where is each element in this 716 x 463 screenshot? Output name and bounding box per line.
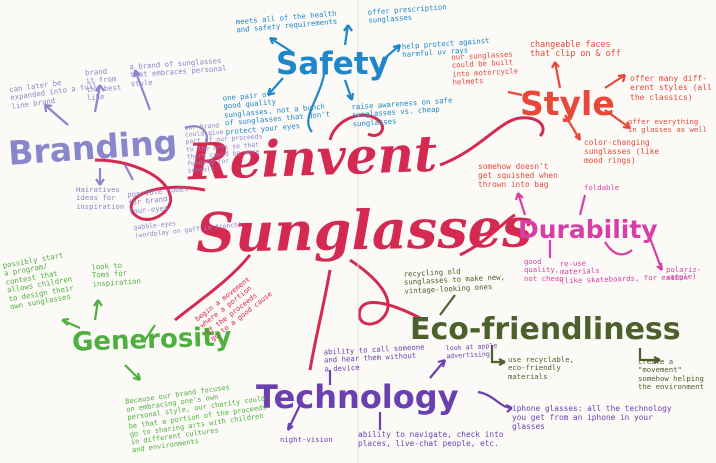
branch-style: Style [520,84,615,123]
style-note: changeable faces that clip on & off [530,39,621,59]
eco-arrows [439,294,661,366]
central-swirl-right-lower [459,213,516,257]
technology-note: iphone glasses: all the technology you g… [512,404,672,431]
eco-note: use recyclable, eco-friendly materials [508,355,574,381]
technology-note: look at apple advertising [445,341,498,360]
technology-arrows [286,358,513,431]
eco-note: recycling old sunglasses to make new, vi… [403,266,506,296]
technology-note: night-vision [280,435,333,444]
durability-note: polariz- ation [666,265,702,283]
central-swirl-top [328,113,385,141]
central-swirl-lower-left [174,254,252,322]
durability-note: foldable [584,183,620,192]
central-title-line2: Sunglasses [195,195,533,265]
style-note: our sunglasses could be built into motor… [451,49,519,87]
style-note: offer everything in glasses as well [628,117,708,135]
durability-arrows [514,192,664,271]
central-swirl-bottom [349,258,421,326]
technology-note: ability to call someone and hear them wi… [323,342,425,374]
durability-note: good quality, not cheap [524,257,564,283]
central-swirl-lower [308,269,332,371]
branding-arrows [43,69,208,186]
style-note: offer many diff- erent styles (all the c… [630,74,712,102]
eco-note: create a "movement" somehow helping the … [638,357,704,392]
branch-safety: Safety [276,46,389,82]
durability-note: somehow doesn't get squished when thrown… [478,162,558,189]
generosity-arrows [61,299,156,382]
branch-durability: Durability [518,215,658,244]
generosity-note: look to Toms for inspiration [91,260,142,289]
central-swirl-left [94,158,206,221]
branch-eco-friendliness: Eco-friendliness [410,312,681,347]
style-arrows [507,61,631,141]
branding-note: Hairatives ideas for inspiration [76,185,125,211]
style-note: color-changing sunglasses (like mood rin… [584,138,660,165]
safety-arrows [266,24,402,133]
technology-note: ability to navigate, check into places, … [358,430,504,448]
central-swirl-right [439,116,545,167]
branding-note: brand it from the best like [84,66,122,103]
branch-technology: Technology [256,378,459,416]
